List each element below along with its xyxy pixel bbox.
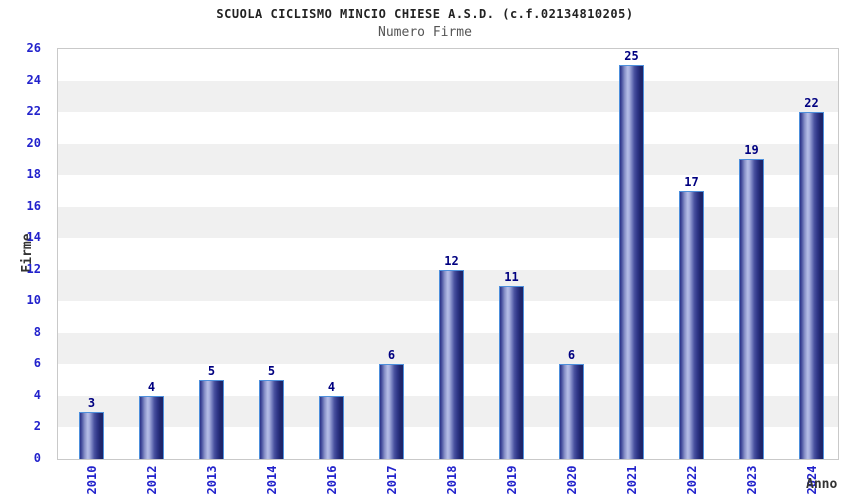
bar-2020 xyxy=(559,364,584,459)
grid-band xyxy=(58,112,838,144)
bar-2019 xyxy=(499,286,524,459)
y-tick-label: 4 xyxy=(33,387,41,402)
x-tick-label-2017: 2017 xyxy=(384,465,399,495)
bar-2018 xyxy=(439,270,464,459)
bar-2021 xyxy=(619,65,644,459)
y-tick-label: 22 xyxy=(26,104,41,119)
grid-band xyxy=(58,80,838,113)
bar-value-label: 25 xyxy=(624,49,639,63)
bar-value-label: 12 xyxy=(444,254,459,268)
y-tick-label: 20 xyxy=(26,135,41,150)
y-tick-label: 14 xyxy=(26,230,41,245)
chart-subtitle: Numero Firme xyxy=(378,25,472,40)
bar-value-label: 11 xyxy=(504,270,519,284)
bar-value-label: 5 xyxy=(267,364,276,378)
bar-2017 xyxy=(379,364,404,459)
y-tick-label: 16 xyxy=(26,198,41,213)
y-tick-label: 18 xyxy=(26,167,41,182)
y-tick-label: 6 xyxy=(33,356,41,371)
grid-band xyxy=(58,49,838,81)
chart-title: SCUOLA CICLISMO MINCIO CHIESE A.S.D. (c.… xyxy=(216,7,634,21)
x-tick-label-2018: 2018 xyxy=(444,465,459,495)
bar-2024 xyxy=(799,112,824,459)
grid-band xyxy=(58,206,838,239)
bar-2012 xyxy=(139,396,164,459)
y-tick-label: 8 xyxy=(33,324,41,339)
y-tick-label: 26 xyxy=(26,41,41,55)
bar-value-label: 6 xyxy=(567,348,576,362)
bar-2022 xyxy=(679,191,704,459)
bar-2014 xyxy=(259,380,284,459)
x-tick-label-2010: 2010 xyxy=(84,465,99,495)
grid-band xyxy=(58,175,838,207)
y-tick-label: 10 xyxy=(26,293,41,308)
bar-value-label: 4 xyxy=(327,380,336,394)
x-tick-label-2016: 2016 xyxy=(324,465,339,495)
grid-band xyxy=(58,143,838,176)
plot-area: 3 4 5 5 4 6 12 11 6 25 17 19 22 xyxy=(57,48,839,460)
bar-2013 xyxy=(199,380,224,459)
y-tick-label: 0 xyxy=(33,451,41,465)
y-tick-label: 2 xyxy=(33,419,41,434)
y-tick-label: 24 xyxy=(26,72,41,87)
x-tick-label-2019: 2019 xyxy=(504,465,519,495)
grid-band xyxy=(58,238,838,270)
x-tick-label-2014: 2014 xyxy=(264,465,279,495)
x-axis-title: Anno xyxy=(806,477,838,492)
bar-value-label: 19 xyxy=(744,143,759,157)
x-tick-label-2012: 2012 xyxy=(144,465,159,495)
x-tick-label-2022: 2022 xyxy=(684,465,699,495)
x-tick-label-2013: 2013 xyxy=(204,465,219,495)
bar-2023 xyxy=(739,159,764,459)
x-tick-label-2021: 2021 xyxy=(624,465,639,495)
bar-value-label: 6 xyxy=(387,348,396,362)
bar-value-label: 4 xyxy=(147,380,156,394)
bar-value-label: 22 xyxy=(804,96,819,110)
bar-value-label: 3 xyxy=(87,396,96,410)
x-tick-label-2023: 2023 xyxy=(744,465,759,495)
x-tick-label-2020: 2020 xyxy=(564,465,579,495)
y-tick-label: 12 xyxy=(26,261,41,276)
bar-value-label: 17 xyxy=(684,175,699,189)
bar-2016 xyxy=(319,396,344,459)
bar-2010 xyxy=(79,412,104,459)
bar-value-label: 5 xyxy=(207,364,216,378)
